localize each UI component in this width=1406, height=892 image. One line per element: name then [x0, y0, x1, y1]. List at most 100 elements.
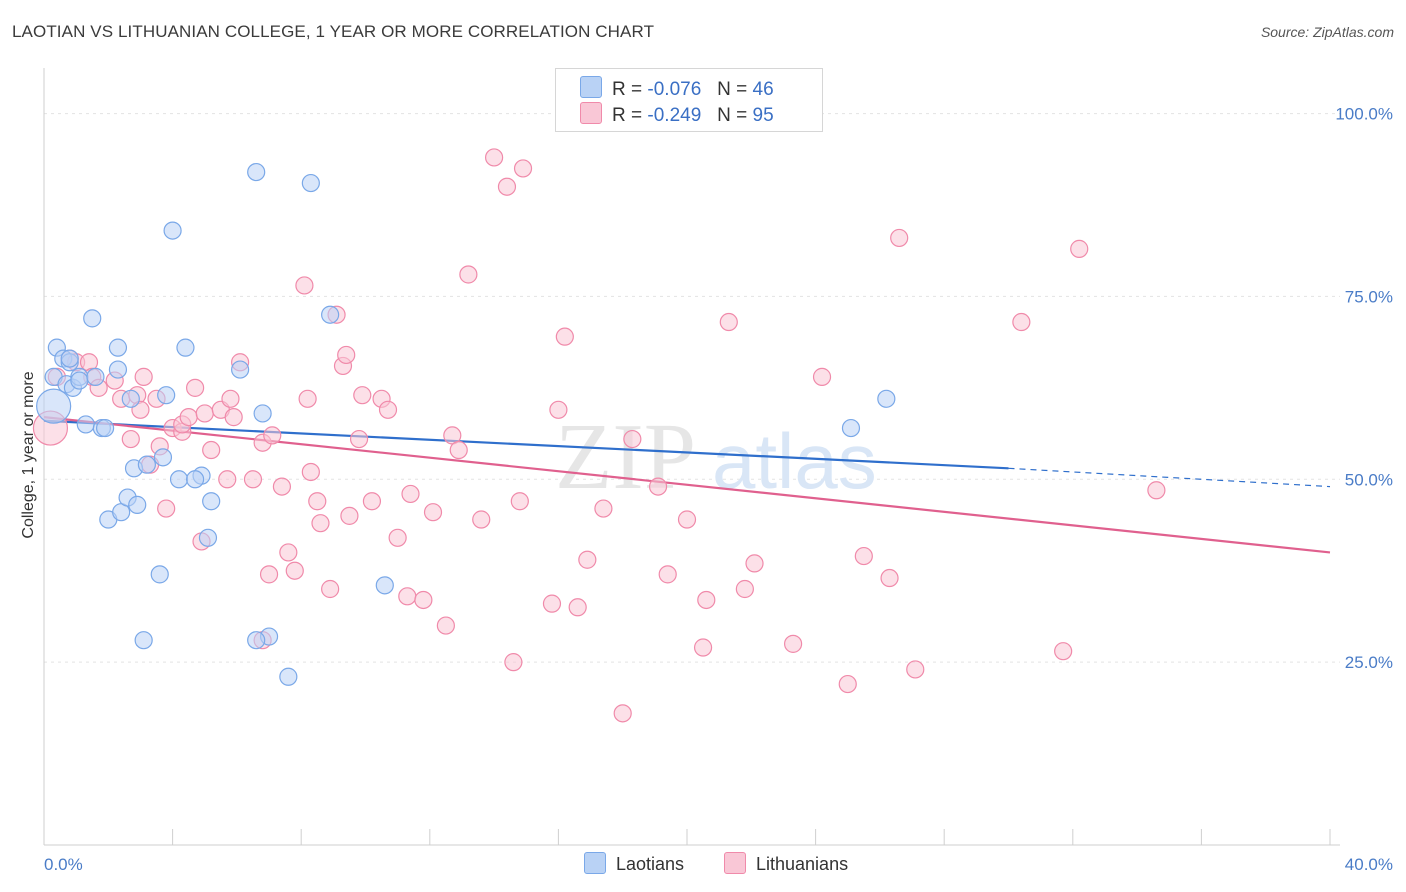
x-tick-label: 40.0%	[1345, 855, 1393, 874]
data-points	[32, 148, 1166, 723]
data-point-laotians	[186, 470, 205, 489]
data-point-laotians	[157, 386, 176, 405]
data-point-laotians	[279, 667, 298, 686]
data-point-lithuanians	[157, 499, 176, 518]
data-point-laotians	[108, 338, 128, 357]
bottom-legend-laotians: Laotians	[584, 852, 684, 875]
data-point-laotians	[198, 528, 218, 547]
data-point-laotians	[375, 576, 394, 595]
legend-r-label: R =	[612, 79, 643, 100]
source-label: Source: ZipAtlas.com	[1260, 24, 1394, 40]
data-point-lithuanians	[449, 440, 468, 460]
data-point-lithuanians	[263, 426, 282, 445]
data-point-lithuanians	[1147, 481, 1166, 500]
data-point-laotians	[253, 404, 272, 423]
data-point-lithuanians	[745, 554, 764, 573]
data-point-lithuanians	[398, 587, 417, 606]
data-point-laotians	[108, 360, 128, 379]
y-tick-label: 25.0%	[1345, 653, 1393, 672]
data-point-lithuanians	[340, 506, 359, 525]
data-point-laotians	[70, 371, 89, 390]
data-point-lithuanians	[295, 276, 314, 295]
legend-n-value-lithuanians: 95	[752, 105, 774, 126]
legend-swatch-lithuanians	[580, 102, 602, 124]
data-point-laotians	[76, 415, 95, 434]
data-point-laotians	[60, 349, 79, 368]
data-point-lithuanians	[186, 378, 205, 397]
data-point-laotians	[169, 470, 189, 489]
legend-n-label: N =	[717, 79, 748, 100]
data-point-laotians	[83, 309, 102, 328]
data-point-lithuanians	[218, 470, 237, 489]
data-point-lithuanians	[221, 389, 240, 408]
data-point-lithuanians	[658, 565, 677, 584]
data-point-lithuanians	[697, 590, 716, 610]
data-point-laotians	[247, 631, 266, 650]
data-point-lithuanians	[542, 594, 562, 613]
data-point-lithuanians	[243, 470, 263, 489]
bottom-legend-label-lithuanians: Lithuanians	[756, 854, 849, 874]
data-point-lithuanians	[735, 579, 754, 599]
data-point-lithuanians	[906, 660, 925, 679]
data-point-lithuanians	[401, 484, 420, 504]
data-point-lithuanians	[337, 345, 356, 365]
data-point-laotians	[36, 388, 72, 424]
data-point-laotians	[137, 455, 156, 474]
data-point-laotians	[95, 418, 115, 438]
data-point-lithuanians	[677, 510, 697, 529]
data-point-laotians	[301, 173, 320, 193]
data-point-lithuanians	[594, 499, 613, 518]
watermark-zip: ZIP	[555, 405, 696, 509]
data-point-laotians	[163, 221, 182, 240]
data-point-lithuanians	[578, 550, 597, 569]
data-point-lithuanians	[568, 598, 587, 617]
data-point-lithuanians	[648, 477, 668, 496]
bottom-legend-swatch-lithuanians	[724, 852, 746, 874]
data-point-lithuanians	[838, 674, 857, 694]
data-point-lithuanians	[349, 429, 369, 449]
data-point-lithuanians	[555, 327, 574, 346]
data-point-lithuanians	[510, 492, 529, 511]
legend-r-value-laotians: -0.076	[647, 79, 702, 100]
data-point-lithuanians	[504, 653, 523, 672]
data-point-laotians	[877, 389, 896, 408]
data-point-lithuanians	[134, 367, 153, 386]
bottom-legend-swatch-laotians	[584, 852, 606, 874]
stats-legend: R = -0.076 N = 46 R = -0.249 N = 95	[555, 68, 823, 132]
data-point-laotians	[321, 305, 340, 324]
trend-line-laotians	[43, 419, 1009, 470]
data-point-lithuanians	[272, 477, 292, 496]
data-point-lithuanians	[423, 503, 443, 522]
bottom-legend-label-laotians: Laotians	[616, 854, 685, 874]
data-point-lithuanians	[285, 561, 304, 580]
data-point-laotians	[86, 367, 105, 386]
tick-labels: 25.0% 50.0% 75.0% 100.0% 0.0% 40.0%	[44, 105, 1393, 874]
data-point-laotians	[176, 338, 195, 357]
data-point-lithuanians	[259, 565, 279, 584]
data-point-lithuanians	[719, 312, 738, 332]
data-point-lithuanians	[880, 568, 899, 588]
legend-row-laotians: R = -0.076 N = 46	[580, 76, 774, 100]
legend-r-label: R =	[612, 105, 643, 126]
data-point-lithuanians	[1012, 312, 1031, 332]
data-point-laotians	[247, 162, 266, 182]
legend-swatch-laotians	[580, 76, 602, 98]
data-point-lithuanians	[459, 265, 478, 284]
data-point-lithuanians	[301, 462, 320, 482]
data-point-lithuanians	[623, 429, 642, 449]
trend-extension-laotians	[1008, 467, 1331, 488]
data-point-lithuanians	[854, 546, 873, 566]
data-point-lithuanians	[549, 400, 568, 419]
data-point-lithuanians	[388, 528, 407, 547]
data-point-lithuanians	[436, 616, 455, 635]
data-point-lithuanians	[311, 514, 330, 533]
data-point-lithuanians	[179, 408, 198, 427]
data-point-lithuanians	[224, 408, 243, 427]
legend-n-value-laotians: 46	[752, 79, 774, 100]
data-point-lithuanians	[362, 492, 382, 511]
legend-r-value-lithuanians: -0.249	[647, 105, 702, 126]
data-point-laotians	[128, 495, 147, 514]
grid-lines	[44, 113, 1340, 663]
data-point-lithuanians	[353, 386, 372, 405]
